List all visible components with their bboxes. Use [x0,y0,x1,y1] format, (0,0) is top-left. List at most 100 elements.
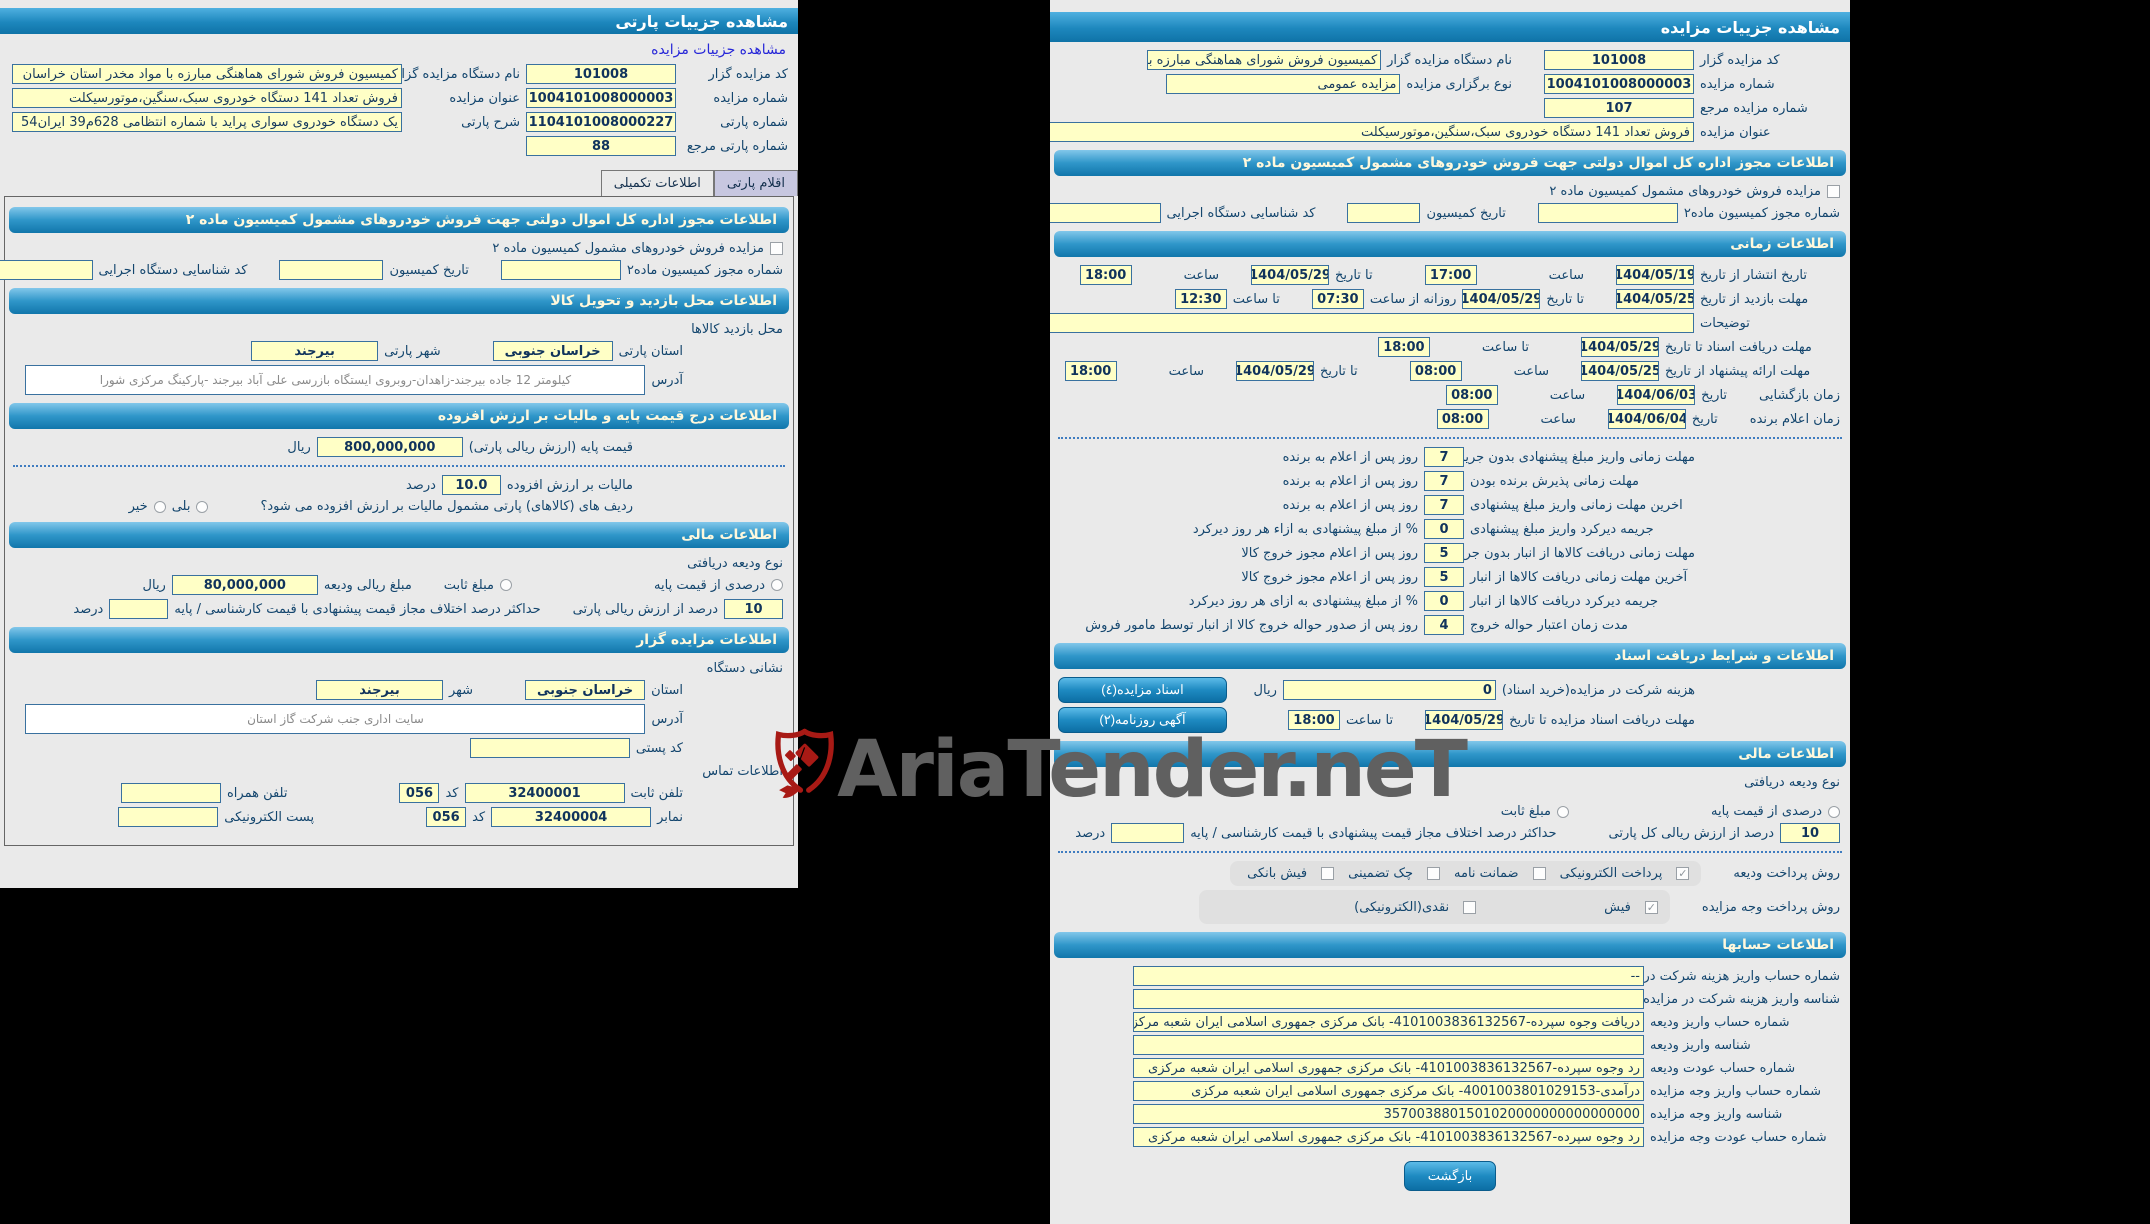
visit-from-date[interactable]: 1404/05/25 [1616,289,1694,309]
visit-time-from[interactable]: 07:30 [1311,289,1364,309]
phone-input[interactable]: 32400001 [464,783,625,803]
mobile-input[interactable] [120,783,221,803]
pay-check-checkbox[interactable] [1427,867,1441,880]
back-button[interactable]: بازگشت [1404,1161,1496,1191]
winner-time[interactable]: 08:00 [1436,409,1489,429]
penalty-input[interactable]: 5 [1424,567,1464,587]
fax-input[interactable]: 32400004 [491,807,652,827]
pay-electronic-checkbox[interactable] [1676,867,1690,880]
party-ref-input[interactable]: 88 [526,136,676,156]
max-diff-input[interactable] [109,599,169,619]
deposit-amount-input[interactable]: 80,000,000 [171,575,318,595]
r-deposit-percent-radio[interactable] [1828,805,1840,818]
publish-to-time[interactable]: 18:00 [1079,265,1132,285]
postal-input[interactable] [469,738,630,758]
vat-no-radio[interactable] [153,500,166,513]
exec-id-input[interactable] [0,260,93,280]
pay-cash-checkbox[interactable] [1463,900,1477,914]
r-max-diff-input[interactable] [1111,823,1185,843]
visit-to-date[interactable]: 1404/05/29 [1462,289,1541,309]
publish-to-date[interactable]: 1404/05/29 [1251,265,1330,285]
party-no-input[interactable]: 1104101008000227 [526,112,676,132]
penalty-input[interactable]: 0 [1424,591,1464,611]
r-commission-date-input[interactable] [1347,203,1421,223]
r-type-input[interactable]: مزایده عمومی [1166,74,1401,94]
commission-date-input[interactable] [279,260,384,280]
bidder-code-input[interactable]: 101008 [526,64,676,84]
party-desc-input[interactable]: یک دستگاه خودروی سواری پراید با شماره ان… [12,112,402,132]
opening-date[interactable]: 1404/06/03 [1617,385,1696,405]
email-input[interactable] [118,807,219,827]
view-auction-details-link[interactable]: مشاهده جزییات مزایده [651,42,786,58]
visit-time-to[interactable]: 12:30 [1174,289,1227,309]
notes-input[interactable] [1050,313,1694,333]
r-permit-no-input[interactable] [1537,203,1678,223]
deposit-percent-input[interactable]: 10 [724,599,783,619]
r-bidder-code-input[interactable]: 101008 [1544,50,1694,70]
offer-from-time[interactable]: 08:00 [1409,361,1462,381]
offer-to-time[interactable]: 18:00 [1064,361,1117,381]
docs-deadline-hour-label: تا ساعت [1481,339,1529,355]
penalty-input[interactable]: 4 [1424,615,1464,635]
bidder-address-input[interactable]: سایت اداری جنب شرکت گاز استان [25,704,646,734]
newspaper-ad-button[interactable]: آگهی روزنامه(۲) [1058,707,1227,733]
vat-yes-radio[interactable] [196,500,209,513]
r-ref-no-input[interactable]: 107 [1544,98,1694,118]
tab-party-items[interactable]: اقلام پارتی [713,170,798,196]
docs-deadline-time[interactable]: 18:00 [1377,337,1430,357]
r-auction-no-input[interactable]: 1004101008000003 [1544,74,1694,94]
pay-bankslip-checkbox[interactable] [1321,867,1335,880]
penalty-input[interactable]: 0 [1424,519,1464,539]
publish-from-time[interactable]: 17:00 [1424,265,1477,285]
auction-title-input[interactable]: فروش تعداد 141 دستگاه خودروی سبک،سنگین،م… [12,88,402,108]
pay-fish-checkbox[interactable] [1644,900,1658,914]
docs-deadline-date[interactable]: 1404/05/29 [1581,337,1659,357]
vat-input[interactable]: 10.0 [441,475,501,495]
base-price-input[interactable]: 800,000,000 [316,437,463,457]
opening-time[interactable]: 08:00 [1445,385,1498,405]
account-input[interactable] [1133,989,1644,1009]
tab-extra-info[interactable]: اطلاعات تکمیلی [600,170,714,196]
r-deposit-percent-input[interactable]: 10 [1780,823,1840,843]
publish-from-date[interactable]: 1404/05/19 [1616,265,1694,285]
account-input[interactable]: -- [1133,966,1644,986]
r-deposit-fixed-radio[interactable] [1557,805,1570,818]
account-input[interactable]: دریافت وجوه سپرده-4101003836132567- بانک… [1133,1012,1644,1032]
winner-date[interactable]: 1404/06/04 [1607,409,1686,429]
r-permit-checkbox[interactable] [1827,185,1840,198]
deposit-fixed-radio[interactable] [500,579,513,591]
permit-checkbox[interactable] [770,242,783,255]
fax-code-input[interactable]: 056 [426,807,467,827]
r-exec-id-input[interactable] [1050,203,1161,223]
account-input[interactable]: 3570038801501020000000000000000 [1133,1104,1644,1124]
pay-guarantee-checkbox[interactable] [1532,867,1546,880]
city-party-input[interactable]: بیرجند [251,341,379,361]
phone-code-input[interactable]: 056 [399,783,440,803]
province-input[interactable]: خراسان جنوبی [525,680,646,700]
offer-from-date[interactable]: 1404/05/25 [1581,361,1659,381]
city-input[interactable]: بیرجند [316,680,443,700]
account-input[interactable]: رد وجوه سپرده-4101003836132567- بانک مرک… [1133,1127,1644,1147]
visit-address-input[interactable]: کیلومتر 12 جاده بیرجند-زاهدان-روبروی ایس… [25,365,646,395]
permit-no-input[interactable] [500,260,621,280]
r-agency-input[interactable]: کمیسیون فروش شورای هماهنگی مبارزه با موا… [1147,50,1382,70]
auction-no-input[interactable]: 1004101008000003 [526,88,676,108]
fax-code-label: کد [472,809,486,825]
r-title-input[interactable]: فروش تعداد 141 دستگاه خودروی سبک،سنگین،م… [1050,122,1694,142]
account-input[interactable]: رد وجوه سپرده-4101003836132567- بانک مرک… [1133,1058,1644,1078]
docs-until-date[interactable]: 1404/05/29 [1425,710,1504,730]
fax-label: نمابر [657,809,683,825]
offer-to-date[interactable]: 1404/05/29 [1236,361,1315,381]
docs-until-time[interactable]: 18:00 [1287,710,1340,730]
fee-input[interactable]: 0 [1282,680,1496,700]
agency-name-input[interactable]: کمیسیون فروش شورای هماهنگی مبارزه با موا… [12,64,402,84]
penalty-input[interactable]: 5 [1424,543,1464,563]
penalty-input[interactable]: 7 [1424,471,1464,491]
province-party-input[interactable]: خراسان جنوبی [492,341,613,361]
deposit-percent-radio[interactable] [771,579,783,591]
account-input[interactable]: درآمدی-4001003801029153- بانک مرکزی جمهو… [1133,1081,1644,1101]
account-input[interactable] [1133,1035,1644,1055]
penalty-input[interactable]: 7 [1424,447,1464,467]
penalty-input[interactable]: 7 [1424,495,1464,515]
auction-docs-button[interactable]: اسناد مزایده(٤) [1058,677,1227,703]
